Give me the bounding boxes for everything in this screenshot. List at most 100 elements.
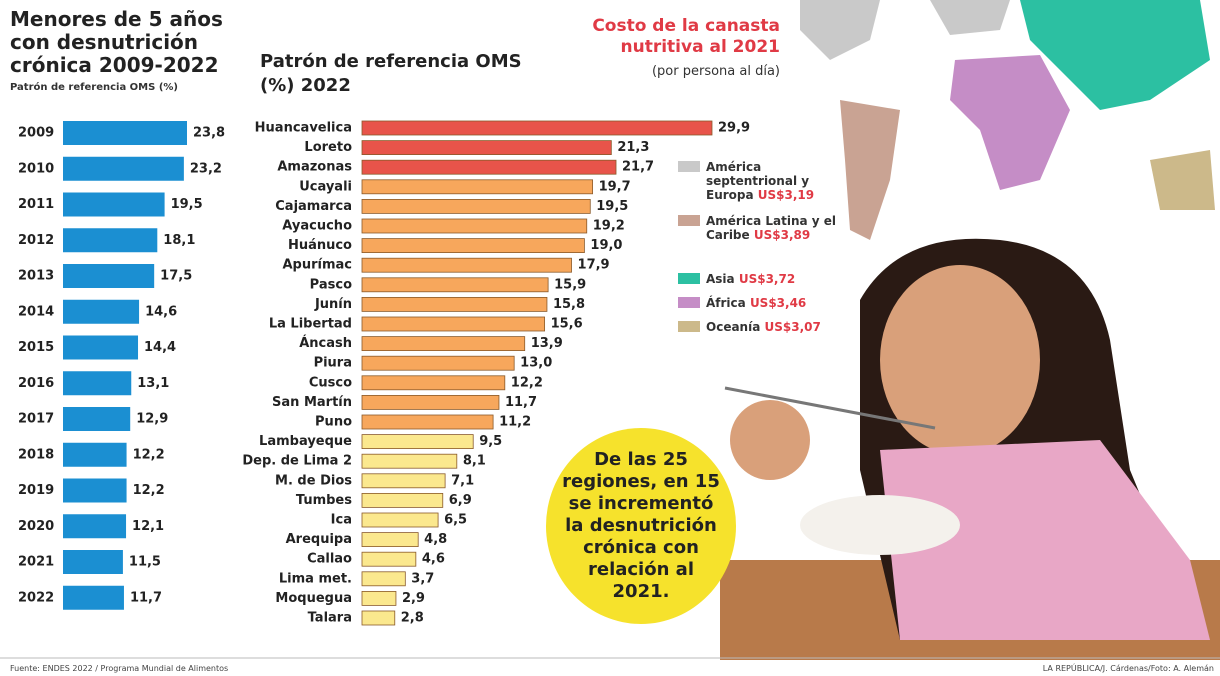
category-label: Huancavelica [255, 121, 352, 136]
legend-swatch [678, 321, 700, 332]
bar [362, 572, 405, 586]
bar [362, 239, 584, 253]
callout: De las 25 regiones, en 15 se incrementó … [546, 428, 736, 624]
cost-title: Costo de la canasta nutritiva al 2021 [580, 16, 780, 58]
legend-swatch [678, 161, 700, 172]
category-label: Loreto [304, 140, 352, 155]
legend-item: América Latina y el Caribe US$3,89 [706, 214, 856, 242]
value-label: 19,2 [593, 219, 625, 234]
bar [63, 193, 165, 217]
legend-name: Oceanía [706, 320, 760, 334]
bar [362, 552, 416, 566]
bar [63, 228, 157, 252]
category-label: 2021 [18, 555, 54, 570]
category-label: Arequipa [286, 532, 352, 547]
legend-cost: US$3,07 [765, 320, 821, 334]
category-label: M. de Dios [275, 473, 352, 488]
value-label: 11,2 [499, 415, 531, 430]
bar [63, 407, 130, 431]
legend-cost: US$3,72 [739, 272, 795, 286]
value-label: 15,9 [554, 277, 586, 292]
legend-cost: US$3,19 [758, 188, 814, 202]
bar [362, 376, 505, 390]
bar [362, 297, 547, 311]
value-label: 12,2 [133, 447, 165, 462]
value-label: 14,4 [144, 340, 176, 355]
left-subtitle: Patrón de referencia OMS (%) [10, 82, 178, 93]
legend-name: Asia [706, 272, 735, 286]
bar [362, 474, 445, 488]
bar [63, 157, 184, 181]
value-label: 11,7 [505, 395, 537, 410]
bar [362, 278, 548, 292]
value-label: 12,2 [511, 375, 543, 390]
bar [362, 611, 395, 625]
bar [362, 317, 545, 331]
bar [362, 337, 525, 351]
value-label: 11,5 [129, 555, 161, 570]
legend-swatch [678, 297, 700, 308]
map-africa [950, 55, 1070, 190]
value-label: 12,2 [133, 483, 165, 498]
value-label: 19,0 [590, 238, 622, 253]
category-label: 2018 [18, 447, 54, 462]
photo-hand [730, 400, 810, 480]
category-label: Junín [314, 297, 352, 312]
bar [362, 121, 712, 135]
legend-cost: US$3,89 [754, 228, 810, 242]
bar [63, 586, 124, 610]
map-europe [930, 0, 1010, 35]
bar [63, 121, 187, 145]
category-label: La Libertad [269, 317, 352, 332]
value-label: 2,8 [401, 611, 424, 626]
value-label: 23,8 [193, 126, 225, 141]
value-label: 21,3 [617, 140, 649, 155]
credit: LA REPÚBLICA/J. Cárdenas/Foto: A. Alemán [1043, 664, 1214, 673]
category-label: Moquegua [275, 591, 352, 606]
category-label: 2019 [18, 483, 54, 498]
value-label: 19,7 [599, 179, 631, 194]
category-label: Tumbes [296, 493, 352, 508]
bar [362, 258, 572, 272]
category-label: Cusco [309, 375, 352, 390]
bar [63, 514, 126, 538]
category-label: Callao [307, 552, 352, 567]
category-label: San Martín [272, 395, 352, 410]
value-label: 12,1 [132, 519, 164, 534]
cost-subtitle: (por persona al día) [580, 64, 780, 79]
value-label: 19,5 [171, 197, 203, 212]
category-label: Pasco [310, 277, 352, 292]
category-label: 2011 [18, 197, 54, 212]
value-label: 8,1 [463, 454, 486, 469]
value-label: 17,9 [578, 258, 610, 273]
bar [362, 533, 418, 547]
value-label: 3,7 [411, 571, 434, 586]
legend-swatch [678, 215, 700, 226]
photo-face [880, 265, 1040, 455]
category-label: 2010 [18, 161, 54, 176]
photo-bowl [800, 495, 960, 555]
bar [362, 199, 590, 213]
legend-cost: US$3,46 [750, 296, 806, 310]
value-label: 12,9 [136, 412, 168, 427]
bar [63, 264, 154, 288]
bar [362, 415, 493, 429]
value-label: 15,6 [551, 317, 583, 332]
infographic: 200923,8201023,2201119,5201218,1201317,5… [0, 0, 1220, 676]
category-label: Ucayali [299, 179, 352, 194]
value-label: 13,9 [531, 336, 563, 351]
value-label: 2,9 [402, 591, 425, 606]
category-label: Dep. de Lima 2 [242, 454, 352, 469]
bar [362, 180, 593, 194]
value-label: 17,5 [160, 269, 192, 284]
value-label: 15,8 [553, 297, 585, 312]
right-title: Patrón de referencia OMS (%) 2022 [260, 50, 530, 98]
category-label: Ica [331, 513, 352, 528]
value-label: 11,7 [130, 590, 162, 605]
bar [362, 356, 514, 370]
bar [63, 371, 131, 395]
value-label: 4,6 [422, 552, 445, 567]
category-label: Lambayeque [259, 434, 352, 449]
callout-text: De las 25 regiones, en 15 se incrementó … [560, 449, 722, 603]
bar [63, 300, 139, 324]
